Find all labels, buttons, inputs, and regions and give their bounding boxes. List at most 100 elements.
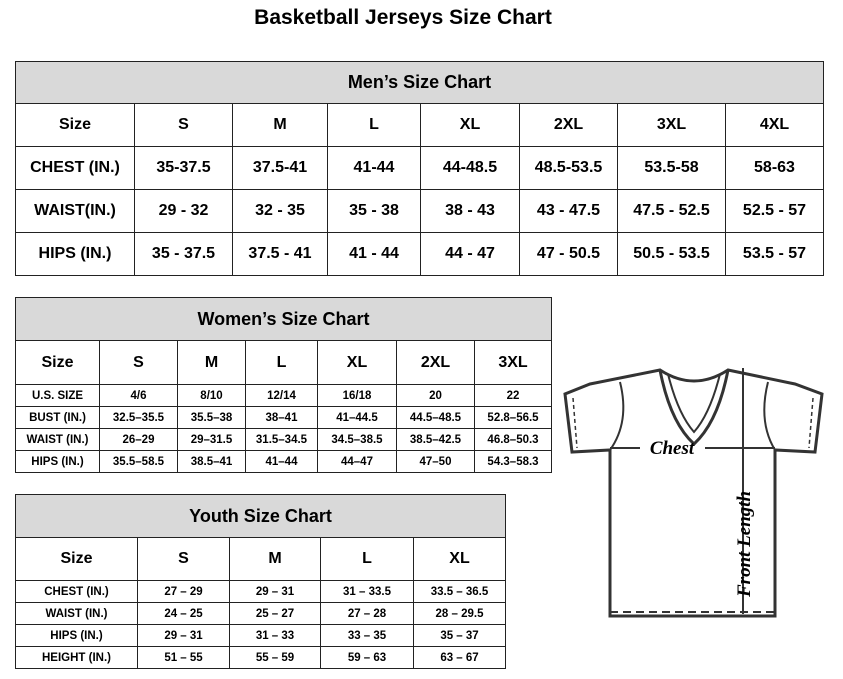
table-row: CHEST (IN.) 35-37.5 37.5-41 41-44 44-48.5 48.… bbox=[15, 146, 824, 190]
size-header-row: Size S M L XL bbox=[15, 537, 507, 581]
measurement-cell: 27 – 29 bbox=[137, 580, 230, 603]
row-label: CHEST (IN.) bbox=[15, 580, 138, 603]
measurement-cell: 52.5 - 57 bbox=[725, 189, 824, 233]
measurement-cell: 33.5 – 36.5 bbox=[412, 580, 507, 603]
measurement-cell: 53.5 - 57 bbox=[725, 232, 824, 276]
table-row: WAIST (IN.) 26–29 29–31.5 31.5–34.5 34.5–38.… bbox=[15, 428, 553, 451]
row-label-header: Size bbox=[15, 103, 135, 147]
table-row: HIPS (IN.) 35.5–58.5 38.5–41 41–44 44–47 47–5… bbox=[15, 450, 553, 473]
measurement-cell: 35 - 37.5 bbox=[134, 232, 233, 276]
measurement-cell: 22 bbox=[473, 384, 553, 407]
size-column-header: 3XL bbox=[473, 340, 553, 385]
row-label: HIPS (IN.) bbox=[15, 624, 138, 647]
size-column-header: L bbox=[320, 537, 414, 581]
row-label: WAIST (IN.) bbox=[15, 602, 138, 625]
table-row: WAIST(IN.) 29 - 32 32 - 35 35 - 38 38 - 43 43… bbox=[15, 189, 824, 233]
measurement-cell: 53.5-58 bbox=[617, 146, 726, 190]
size-header-row: Size S M L XL 2XL 3XL bbox=[15, 340, 553, 385]
measurement-cell: 44.5–48.5 bbox=[396, 406, 475, 429]
measurement-cell: 16/18 bbox=[317, 384, 397, 407]
size-column-header: 3XL bbox=[617, 103, 726, 147]
page-title: Basketball Jerseys Size Chart bbox=[254, 6, 552, 29]
measurement-cell: 35-37.5 bbox=[134, 146, 233, 190]
measurement-cell: 59 – 63 bbox=[320, 646, 414, 669]
chest-label: Chest bbox=[650, 438, 695, 459]
measurement-cell: 35.5–58.5 bbox=[99, 450, 178, 473]
measurement-cell: 28 – 29.5 bbox=[412, 602, 507, 625]
size-column-header: S bbox=[134, 103, 233, 147]
measurement-cell: 38 - 43 bbox=[420, 189, 520, 233]
measurement-cell: 29 – 31 bbox=[137, 624, 230, 647]
size-column-header: 2XL bbox=[519, 103, 618, 147]
jersey-diagram: Chest Front Length bbox=[563, 368, 824, 618]
row-label: BUST (IN.) bbox=[15, 406, 100, 429]
size-column-header: S bbox=[137, 537, 230, 581]
measurement-cell: 47–50 bbox=[396, 450, 475, 473]
table-row: HIPS (IN.) 29 – 31 31 – 33 33 – 35 35 – 37 bbox=[15, 624, 507, 647]
women-chart-title: Women’s Size Chart bbox=[14, 297, 553, 341]
row-label: HIPS (IN.) bbox=[15, 450, 100, 473]
measurement-cell: 44–47 bbox=[317, 450, 397, 473]
measurement-cell: 44 - 47 bbox=[420, 232, 520, 276]
measurement-cell: 29 – 31 bbox=[229, 580, 321, 603]
size-column-header: M bbox=[177, 340, 246, 385]
table-row: HEIGHT (IN.) 51 – 55 55 – 59 59 – 63 63 – 67 bbox=[15, 646, 507, 669]
size-header-row: Size S M L XL 2XL 3XL 4XL bbox=[15, 103, 824, 147]
row-label: HIPS (IN.) bbox=[15, 232, 135, 276]
measurement-cell: 29–31.5 bbox=[177, 428, 246, 451]
measurement-cell: 34.5–38.5 bbox=[317, 428, 397, 451]
measurement-cell: 46.8–50.3 bbox=[473, 428, 553, 451]
measurement-cell: 35.5–38 bbox=[177, 406, 246, 429]
youth-chart-title: Youth Size Chart bbox=[14, 494, 507, 538]
measurement-cell: 35 - 38 bbox=[327, 189, 421, 233]
measurement-cell: 41–44.5 bbox=[317, 406, 397, 429]
measurement-cell: 35 – 37 bbox=[412, 624, 507, 647]
row-label: U.S. SIZE bbox=[15, 384, 100, 407]
measurement-cell: 27 – 28 bbox=[320, 602, 414, 625]
size-column-header: XL bbox=[420, 103, 520, 147]
table-row: HIPS (IN.) 35 - 37.5 37.5 - 41 41 - 44 44 - … bbox=[15, 232, 824, 276]
measurement-cell: 51 – 55 bbox=[137, 646, 230, 669]
size-column-header: M bbox=[229, 537, 321, 581]
measurement-cell: 54.3–58.3 bbox=[473, 450, 553, 473]
measurement-cell: 29 - 32 bbox=[134, 189, 233, 233]
size-column-header: L bbox=[327, 103, 421, 147]
womens-size-table: Women’s Size Chart Size S M L XL 2XL 3XL U.S. SI… bbox=[14, 297, 553, 473]
measurement-cell: 20 bbox=[396, 384, 475, 407]
measurement-cell: 52.8–56.5 bbox=[473, 406, 553, 429]
measurement-cell: 63 – 67 bbox=[412, 646, 507, 669]
size-column-header: XL bbox=[412, 537, 507, 581]
youth-size-table: Youth Size Chart Size S M L XL CHEST (IN.) 27 –… bbox=[14, 494, 507, 669]
measurement-cell: 44-48.5 bbox=[420, 146, 520, 190]
row-label: WAIST (IN.) bbox=[15, 428, 100, 451]
size-column-header: XL bbox=[317, 340, 397, 385]
measurement-cell: 31 – 33 bbox=[229, 624, 321, 647]
size-column-header: S bbox=[99, 340, 178, 385]
measurement-cell: 37.5 - 41 bbox=[232, 232, 328, 276]
front-length-label: Front Length bbox=[734, 491, 755, 598]
measurement-cell: 31 – 33.5 bbox=[320, 580, 414, 603]
measurement-cell: 50.5 - 53.5 bbox=[617, 232, 726, 276]
size-column-header: M bbox=[232, 103, 328, 147]
measurement-cell: 32.5–35.5 bbox=[99, 406, 178, 429]
measurement-cell: 24 – 25 bbox=[137, 602, 230, 625]
measurement-cell: 12/14 bbox=[245, 384, 318, 407]
measurement-cell: 37.5-41 bbox=[232, 146, 328, 190]
table-row: U.S. SIZE 4/6 8/10 12/14 16/18 20 22 bbox=[15, 384, 553, 407]
measurement-cell: 31.5–34.5 bbox=[245, 428, 318, 451]
measurement-cell: 38.5–42.5 bbox=[396, 428, 475, 451]
measurement-cell: 47.5 - 52.5 bbox=[617, 189, 726, 233]
row-label: CHEST (IN.) bbox=[15, 146, 135, 190]
measurement-cell: 4/6 bbox=[99, 384, 178, 407]
measurement-cell: 8/10 bbox=[177, 384, 246, 407]
measurement-cell: 25 – 27 bbox=[229, 602, 321, 625]
row-label-header: Size bbox=[15, 340, 100, 385]
table-row: BUST (IN.) 32.5–35.5 35.5–38 38–41 41–44.5 44… bbox=[15, 406, 553, 429]
measurement-cell: 48.5-53.5 bbox=[519, 146, 618, 190]
table-row: WAIST (IN.) 24 – 25 25 – 27 27 – 28 28 – 29.… bbox=[15, 602, 507, 625]
table-row: CHEST (IN.) 27 – 29 29 – 31 31 – 33.5 33.5 –… bbox=[15, 580, 507, 603]
measurement-cell: 38–41 bbox=[245, 406, 318, 429]
measurement-cell: 43 - 47.5 bbox=[519, 189, 618, 233]
measurement-cell: 41 - 44 bbox=[327, 232, 421, 276]
measurement-cell: 41–44 bbox=[245, 450, 318, 473]
